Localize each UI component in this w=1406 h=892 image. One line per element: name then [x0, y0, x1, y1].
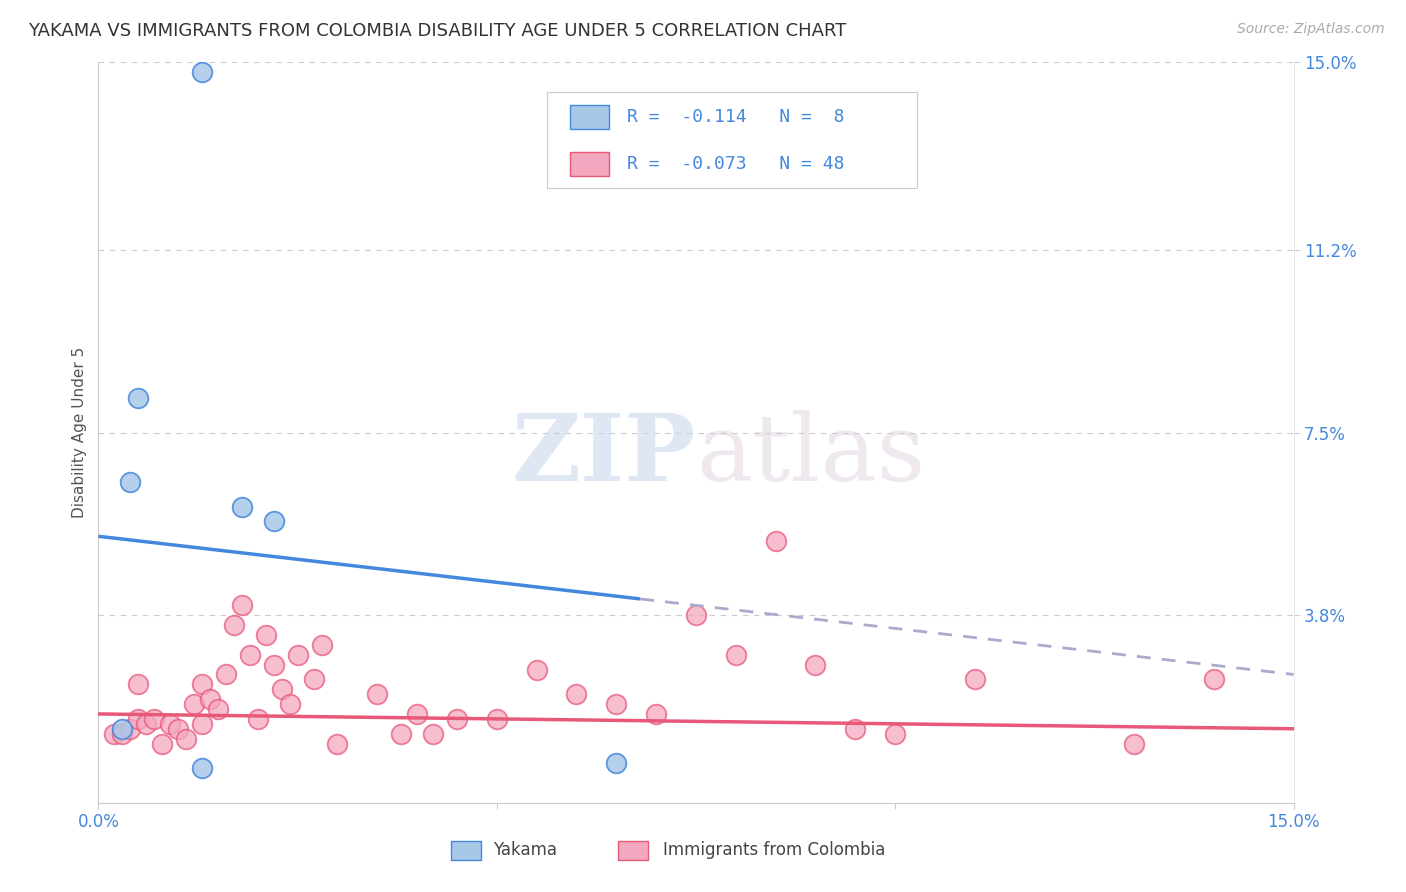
Bar — [451, 841, 481, 860]
Point — [103, 727, 125, 741]
Point — [222, 618, 245, 632]
Point — [120, 722, 142, 736]
Point — [127, 712, 149, 726]
Point — [215, 667, 238, 681]
Point — [963, 673, 986, 687]
Point — [605, 697, 627, 711]
Point — [302, 673, 325, 687]
Text: Immigrants from Colombia: Immigrants from Colombia — [662, 841, 884, 859]
Point — [191, 677, 214, 691]
Point — [844, 722, 866, 736]
Point — [191, 65, 214, 79]
Point — [246, 712, 269, 726]
Point — [127, 677, 149, 691]
Text: atlas: atlas — [696, 409, 925, 500]
Point — [326, 737, 349, 751]
Point — [127, 391, 149, 405]
Point — [120, 475, 142, 489]
Point — [111, 727, 134, 741]
Point — [111, 722, 134, 736]
Text: YAKAMA VS IMMIGRANTS FROM COLOMBIA DISABILITY AGE UNDER 5 CORRELATION CHART: YAKAMA VS IMMIGRANTS FROM COLOMBIA DISAB… — [28, 22, 846, 40]
Point — [231, 500, 253, 514]
Point — [422, 727, 444, 741]
Text: R =  -0.073   N = 48: R = -0.073 N = 48 — [627, 155, 844, 173]
Point — [1123, 737, 1146, 751]
Text: Yakama: Yakama — [494, 841, 557, 859]
Bar — [571, 152, 609, 176]
Point — [135, 716, 157, 731]
Point — [366, 687, 388, 701]
Point — [263, 515, 285, 529]
Point — [765, 534, 787, 549]
Point — [685, 608, 707, 623]
Bar — [571, 105, 609, 129]
Point — [287, 648, 309, 662]
Point — [270, 682, 292, 697]
Bar — [619, 841, 648, 860]
Text: ZIP: ZIP — [512, 409, 696, 500]
Point — [198, 692, 221, 706]
Point — [804, 657, 827, 672]
Text: Source: ZipAtlas.com: Source: ZipAtlas.com — [1237, 22, 1385, 37]
Point — [191, 716, 214, 731]
Point — [231, 599, 253, 613]
Point — [263, 657, 285, 672]
Y-axis label: Disability Age Under 5: Disability Age Under 5 — [72, 347, 87, 518]
Point — [446, 712, 468, 726]
Point — [254, 628, 277, 642]
Text: R =  -0.114   N =  8: R = -0.114 N = 8 — [627, 108, 844, 127]
Point — [143, 712, 166, 726]
Point — [1202, 673, 1225, 687]
Point — [191, 761, 214, 775]
Point — [150, 737, 173, 751]
Point — [605, 756, 627, 771]
Point — [645, 706, 668, 721]
Point — [183, 697, 205, 711]
Point — [311, 638, 333, 652]
Point — [406, 706, 429, 721]
Point — [278, 697, 301, 711]
Point — [239, 648, 262, 662]
Point — [526, 663, 548, 677]
Point — [167, 722, 190, 736]
FancyBboxPatch shape — [547, 92, 917, 188]
Point — [485, 712, 508, 726]
Point — [565, 687, 588, 701]
Point — [724, 648, 747, 662]
Point — [207, 702, 229, 716]
Point — [159, 716, 181, 731]
Point — [174, 731, 197, 746]
Point — [389, 727, 412, 741]
Point — [884, 727, 907, 741]
